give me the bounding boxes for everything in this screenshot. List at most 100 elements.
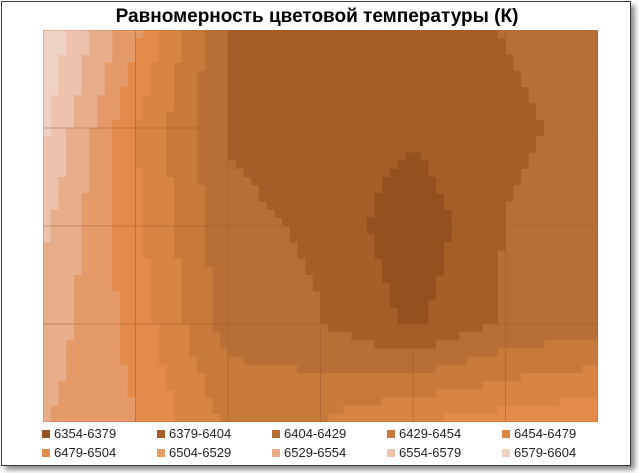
contour-cell xyxy=(389,177,399,186)
contour-cell xyxy=(166,201,175,211)
contour-cell xyxy=(520,144,530,154)
contour-cell xyxy=(174,79,183,88)
contour-cell xyxy=(50,62,60,72)
contour-cell xyxy=(228,201,237,211)
contour-cell xyxy=(382,79,391,88)
contour-cell xyxy=(443,160,453,170)
contour-cell xyxy=(420,193,430,203)
contour-cell xyxy=(405,332,414,341)
contour-cell xyxy=(143,373,152,382)
contour-cell xyxy=(436,70,445,80)
contour-cell xyxy=(536,54,545,64)
contour-cell xyxy=(243,356,252,366)
contour-cell xyxy=(228,103,237,113)
contour-cell xyxy=(389,128,399,137)
contour-cell xyxy=(497,283,507,292)
contour-cell xyxy=(505,87,514,96)
contour-cell xyxy=(43,234,52,243)
contour-cell xyxy=(158,332,167,341)
contour-cell xyxy=(405,62,414,72)
contour-cell xyxy=(112,103,121,113)
contour-cell xyxy=(466,364,476,374)
contour-cell xyxy=(58,250,67,260)
contour-cell xyxy=(497,299,507,309)
contour-cell xyxy=(174,201,183,211)
contour-cell xyxy=(305,283,314,292)
contour-cell xyxy=(120,217,129,227)
contour-cell xyxy=(50,242,60,252)
contour-cell xyxy=(351,364,360,374)
legend-label: 6529-6554 xyxy=(284,445,347,460)
contour-cell xyxy=(150,381,160,390)
contour-cell xyxy=(274,103,283,113)
contour-cell xyxy=(96,405,106,415)
contour-cell xyxy=(389,217,399,227)
contour-cell xyxy=(351,185,360,194)
contour-cell xyxy=(443,324,453,333)
contour-cell xyxy=(582,307,591,317)
contour-cell xyxy=(135,299,144,309)
contour-cell xyxy=(474,160,483,170)
contour-cell xyxy=(420,389,430,399)
contour-cell xyxy=(135,111,144,121)
contour-cell xyxy=(305,381,314,390)
contour-cell xyxy=(266,315,275,325)
contour-cell xyxy=(96,185,106,194)
contour-cell xyxy=(559,168,568,178)
contour-cell xyxy=(466,283,476,292)
contour-cell xyxy=(73,299,83,309)
contour-cell xyxy=(351,111,360,121)
contour-cell xyxy=(158,209,167,219)
contour-cell xyxy=(281,95,291,105)
contour-cell xyxy=(382,136,391,145)
contour-cell xyxy=(297,397,306,407)
contour-cell xyxy=(251,103,260,113)
contour-cell xyxy=(251,275,260,284)
contour-cell xyxy=(590,348,598,358)
contour-cell xyxy=(389,381,399,390)
contour-cell xyxy=(197,283,206,292)
contour-cell xyxy=(466,168,476,178)
contour-cell xyxy=(58,38,67,47)
contour-cell xyxy=(228,217,237,227)
contour-cell xyxy=(343,275,352,284)
contour-cell xyxy=(559,413,568,422)
contour-cell xyxy=(104,30,113,39)
contour-cell xyxy=(420,324,430,333)
contour-cell xyxy=(436,340,445,350)
contour-cell xyxy=(312,119,322,129)
contour-cell xyxy=(420,275,430,284)
contour-cell xyxy=(405,201,414,211)
contour-cell xyxy=(420,111,430,121)
contour-cell xyxy=(505,250,514,260)
contour-cell xyxy=(150,373,160,382)
contour-cell xyxy=(228,193,237,203)
contour-cell xyxy=(389,283,399,292)
contour-cell xyxy=(405,168,414,178)
contour-cell xyxy=(497,250,507,260)
contour-cell xyxy=(50,405,60,415)
contour-cell xyxy=(590,95,598,105)
contour-cell xyxy=(505,291,514,301)
contour-cell xyxy=(582,209,591,219)
contour-cell xyxy=(158,234,167,243)
contour-cell xyxy=(212,234,221,243)
contour-cell xyxy=(127,201,137,211)
contour-cell xyxy=(143,46,152,56)
contour-cell xyxy=(590,128,598,137)
contour-cell xyxy=(328,160,337,170)
contour-cell xyxy=(166,226,175,235)
contour-cell xyxy=(120,193,129,203)
contour-cell xyxy=(228,307,237,317)
contour-cell xyxy=(228,258,237,268)
contour-cell xyxy=(73,201,83,211)
contour-cell xyxy=(374,397,383,407)
contour-cell xyxy=(443,111,453,121)
contour-cell xyxy=(320,226,329,235)
contour-cell xyxy=(413,299,422,309)
contour-cell xyxy=(281,152,291,162)
contour-cell xyxy=(266,79,275,88)
contour-cell xyxy=(312,185,322,194)
contour-cell xyxy=(497,144,507,154)
contour-cell xyxy=(482,111,491,121)
